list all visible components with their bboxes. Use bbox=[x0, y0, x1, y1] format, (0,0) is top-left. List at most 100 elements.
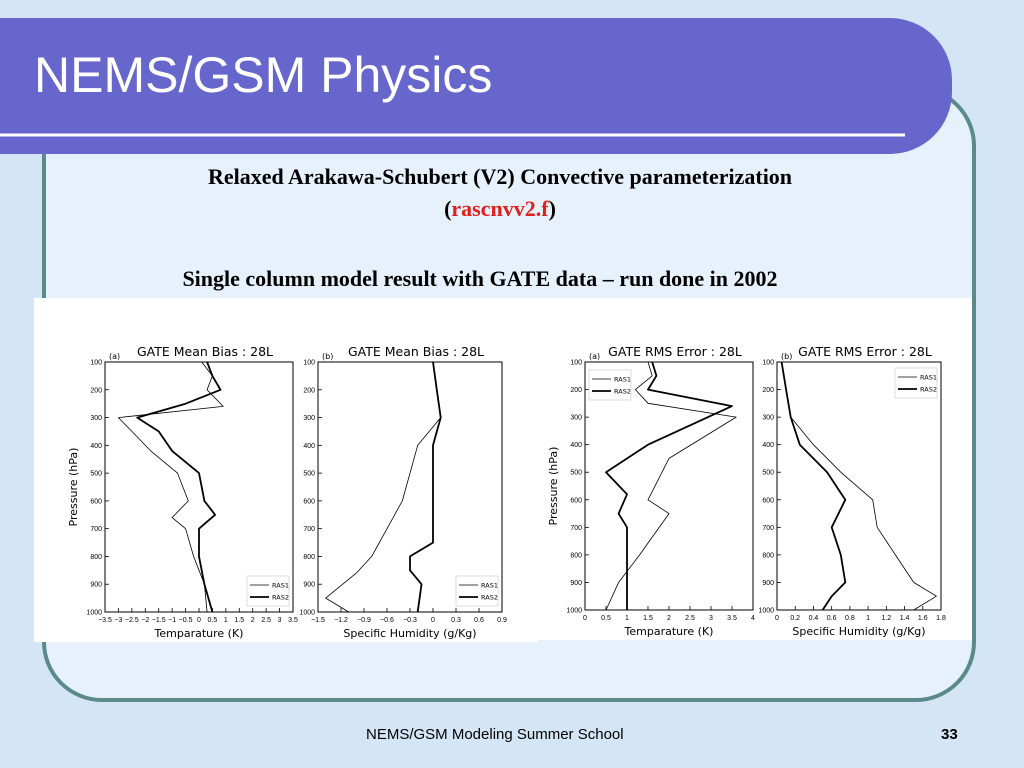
x-tick-label: −0.3 bbox=[403, 617, 417, 624]
x-tick-label: −3 bbox=[114, 617, 122, 624]
legend-label-ras1: RAS1 bbox=[920, 374, 937, 382]
y-tick-label: 1000 bbox=[566, 608, 582, 615]
x-tick-label: 1 bbox=[866, 615, 870, 622]
y-tick-label: 300 bbox=[303, 415, 315, 422]
x-tick-label: −1 bbox=[168, 617, 176, 624]
series-line-ras1 bbox=[605, 361, 737, 611]
series-line-ras2 bbox=[136, 361, 222, 613]
x-tick-label: 1.4 bbox=[900, 615, 910, 622]
y-tick-label: 900 bbox=[90, 582, 102, 589]
chart-1: 100 200 300 400 500 600 700 800 900 1000−3.5 −3 −2.… bbox=[67, 344, 298, 640]
y-tick-label: 400 bbox=[90, 443, 102, 450]
subtitle-line-1: Relaxed Arakawa-Schubert (V2) Convective… bbox=[207, 164, 793, 189]
x-tick-label: 2 bbox=[251, 617, 255, 624]
y-tick-label: 800 bbox=[762, 552, 774, 559]
plot-frame bbox=[104, 361, 294, 613]
y-tick-label: 100 bbox=[90, 360, 102, 367]
chart-title: GATE RMS Error : 28L bbox=[608, 344, 742, 359]
legend-label-ras1: RAS1 bbox=[614, 376, 631, 384]
x-tick-label: 0.5 bbox=[208, 617, 218, 624]
y-tick-label: 700 bbox=[90, 526, 102, 533]
y-axis-label: Pressure (hPa) bbox=[67, 448, 80, 527]
y-tick-label: 800 bbox=[303, 554, 315, 561]
legend: RAS1 RAS2 bbox=[455, 575, 499, 607]
y-tick-label: 1000 bbox=[86, 610, 102, 617]
x-tick-label: 1 bbox=[224, 617, 228, 624]
x-tick-label: 2 bbox=[667, 615, 671, 622]
x-axis-label: Temparature (K) bbox=[624, 625, 714, 638]
legend: RAS1 RAS2 bbox=[894, 367, 938, 399]
x-tick-label: 0 bbox=[431, 617, 435, 624]
legend-label-ras2: RAS2 bbox=[920, 386, 937, 394]
code-open-paren: ( bbox=[444, 196, 452, 221]
legend-label-ras2: RAS2 bbox=[481, 594, 498, 602]
plot-frame bbox=[317, 361, 503, 613]
x-tick-label: 1 bbox=[625, 615, 629, 622]
y-tick-label: 300 bbox=[570, 415, 582, 422]
y-tick-label: 600 bbox=[90, 498, 102, 505]
panel-label: (b) bbox=[781, 352, 792, 361]
code-filename: rascnvv2.f bbox=[451, 196, 549, 221]
legend-box bbox=[455, 575, 499, 607]
code-close-paren: ) bbox=[548, 196, 556, 221]
y-tick-label: 600 bbox=[762, 497, 774, 504]
series-line-ras2 bbox=[605, 361, 733, 610]
series-line-ras1 bbox=[118, 361, 224, 613]
y-tick-label: 500 bbox=[570, 470, 582, 477]
legend-label-ras1: RAS1 bbox=[272, 582, 289, 590]
y-tick-label: 100 bbox=[570, 360, 582, 367]
x-tick-label: 0.6 bbox=[827, 615, 837, 622]
x-tick-label: 1.8 bbox=[936, 615, 946, 622]
x-tick-label: 0.2 bbox=[790, 615, 800, 622]
y-tick-label: 200 bbox=[570, 387, 582, 394]
x-tick-label: −1.2 bbox=[334, 617, 348, 624]
y-tick-label: 100 bbox=[762, 360, 774, 367]
y-tick-label: 500 bbox=[762, 470, 774, 477]
subtitle-line-3: Single column model result with GATE dat… bbox=[182, 266, 778, 291]
legend-label-ras2: RAS2 bbox=[614, 388, 631, 396]
x-tick-label: −0.9 bbox=[357, 617, 371, 624]
x-tick-label: 3.5 bbox=[288, 617, 298, 624]
page-number: 33 bbox=[941, 726, 958, 743]
y-tick-label: 800 bbox=[570, 552, 582, 559]
y-tick-label: 700 bbox=[303, 526, 315, 533]
y-tick-label: 200 bbox=[90, 387, 102, 394]
y-tick-label: 800 bbox=[90, 554, 102, 561]
series-line-ras2 bbox=[409, 361, 442, 613]
x-tick-label: 0 bbox=[775, 615, 779, 622]
x-tick-label: 3 bbox=[709, 615, 713, 622]
y-tick-label: 1000 bbox=[758, 608, 774, 615]
panel-label: (a) bbox=[109, 352, 120, 361]
x-tick-label: 0.3 bbox=[451, 617, 461, 624]
x-tick-label: −0.5 bbox=[179, 617, 193, 624]
x-tick-label: 0.8 bbox=[845, 615, 855, 622]
x-tick-label: 0 bbox=[197, 617, 201, 624]
y-tick-label: 900 bbox=[762, 580, 774, 587]
x-tick-label: 1.5 bbox=[643, 615, 653, 622]
title-banner bbox=[0, 18, 952, 154]
x-tick-label: −2 bbox=[141, 617, 149, 624]
x-tick-label: 1.5 bbox=[234, 617, 244, 624]
x-axis-label: Specific Humidity (g/Kg) bbox=[343, 627, 476, 640]
x-tick-label: 2.5 bbox=[685, 615, 695, 622]
y-tick-label: 700 bbox=[570, 525, 582, 532]
x-tick-label: −3.5 bbox=[98, 617, 112, 624]
series-line-ras2 bbox=[780, 361, 847, 611]
plot-frame bbox=[776, 361, 942, 611]
y-tick-label: 400 bbox=[570, 442, 582, 449]
legend-label-ras2: RAS2 bbox=[272, 594, 289, 602]
chart-2: 100 200 300 400 500 600 700 800 900 1000−1.5 −1.2 −… bbox=[299, 344, 507, 640]
y-tick-label: 400 bbox=[303, 443, 315, 450]
x-axis-label: Temparature (K) bbox=[154, 627, 244, 640]
subtitle-line-2: (rascnvv2.f) bbox=[60, 196, 940, 222]
footer-text: NEMS/GSM Modeling Summer School bbox=[366, 726, 624, 743]
y-tick-label: 600 bbox=[570, 497, 582, 504]
legend: RAS1 RAS2 bbox=[246, 575, 290, 607]
x-tick-label: 0 bbox=[583, 615, 587, 622]
legend-label-ras1: RAS1 bbox=[481, 582, 498, 590]
y-tick-label: 300 bbox=[762, 415, 774, 422]
x-tick-label: 2.5 bbox=[261, 617, 271, 624]
y-tick-label: 600 bbox=[303, 498, 315, 505]
legend-box bbox=[588, 369, 632, 401]
